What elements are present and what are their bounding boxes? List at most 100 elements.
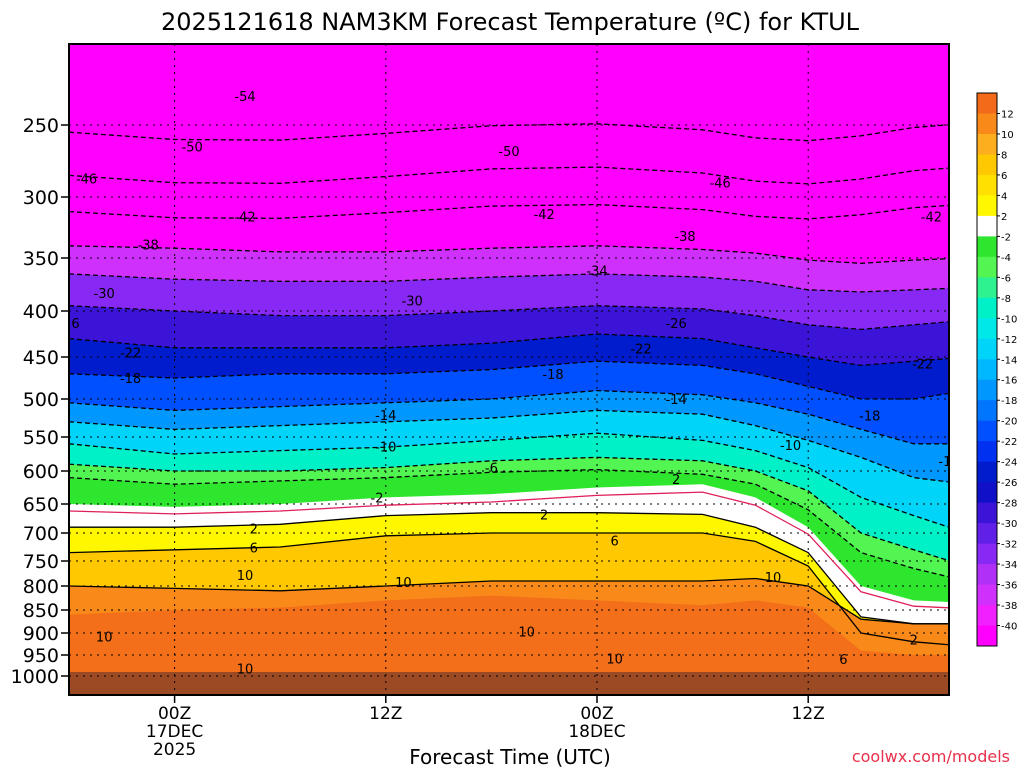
x-tick-label: 2025 [153,740,196,760]
colorbar-swatch [977,154,997,176]
plot-area: -54-50 -50-46 -46-42 -42 -42-38-38-34 -34-30-… [58,44,977,695]
contour-line [69,360,949,400]
colorbar-tick-label: -22 [1001,437,1017,448]
x-tick-label: 12Z [369,704,402,724]
contour-label: 10 [96,631,113,646]
colorbar-swatch [977,133,997,155]
contour-label: -18 [859,410,880,425]
y-tick-label: 350 [23,248,59,270]
contour-label: -22 [630,343,651,358]
y-tick-label: 300 [23,187,59,209]
colorbar-swatch [977,338,997,360]
contour-label: -26 [666,317,687,332]
colorbar-swatch [977,277,997,299]
colorbar-swatch [977,318,997,340]
contour-labels: -54-50 -50-46 -46-42 -42 -42-38-38-34 -34-30-… [58,90,977,678]
y-tick-label: 450 [23,347,59,369]
contour-label: -34 [586,265,607,280]
colorbar-swatch [977,502,997,524]
contour-label: 2 [250,522,258,537]
colorbar-swatch [977,482,997,504]
contour-line [69,577,949,625]
colorbar-swatch [977,113,997,135]
contour-line [69,532,949,646]
colorbar-swatch [977,379,997,401]
x-tick-label: 18DEC [568,722,625,742]
x-tick-label: 12Z [792,704,825,724]
colorbar-tick-label: -38 [1001,601,1017,612]
colorbar-tick-label: -8 [1001,294,1011,305]
contour-label: -50 [182,141,203,156]
contour-label: 6 [610,534,618,549]
colorbar-tick-label: -10 [1001,314,1017,325]
y-axis: 2503003504004505005506006507007508008509… [11,115,69,688]
contour-label: -50 [498,145,519,160]
colorbar-swatch [977,441,997,463]
contour-label: -42 [234,211,255,226]
colorbar-tick-label: -12 [1001,335,1017,346]
contour-line [69,203,949,220]
y-tick-label: 400 [23,301,59,323]
contour-label: -6 [485,462,498,477]
colorbar-tick-label: -18 [1001,396,1017,407]
colorbar-tick-label: 6 [1001,171,1007,182]
contour-line [69,305,949,331]
contour-label: -38 [674,230,695,245]
contour-label: -10 [780,439,801,454]
contour-label: 6 [839,653,847,668]
colorbar-tick-label: -36 [1001,581,1017,592]
contour-label: -10 [375,441,396,456]
y-tick-label: 500 [23,389,59,411]
contour-label: 2 [672,473,680,488]
temperature-band [69,595,949,695]
contour-label: -22 [912,358,933,373]
contour-label: -14 [938,455,959,470]
contour-line [69,512,949,625]
colorbar-tick-label: 12 [1001,109,1014,120]
contour-label: -34 [956,271,977,286]
contour-label: 10 [518,626,535,641]
colorbar-tick-label: 10 [1001,130,1014,141]
colorbar-swatch [977,584,997,606]
colorbar-swatch [977,605,997,627]
contour-label: -46 [710,177,731,192]
colorbar-tick-label: -40 [1001,622,1017,633]
colorbar-tick-label: -16 [1001,376,1017,387]
y-tick-label: 800 [23,576,59,598]
colorbar-tick-label: -20 [1001,417,1017,428]
colorbar-swatch [977,174,997,196]
y-tick-label: 1000 [11,666,59,688]
y-tick-label: 550 [23,427,59,449]
contour-label: -14 [666,393,687,408]
y-tick-label: 900 [23,623,59,645]
contour-label: -42 [534,208,555,223]
contour-label: -54 [234,90,255,105]
contour-label: 10 [606,652,623,667]
contour-label: 10 [237,569,254,584]
colorbar-swatch [977,543,997,565]
contour-label: -2 [371,491,384,506]
x-tick-label: 00Z [158,704,191,724]
colorbar-swatch [977,359,997,381]
contour-label: -26 [58,317,79,332]
colorbar-tick-label: -28 [1001,499,1017,510]
contour-label: 6 [250,542,258,557]
contour-label: -30 [402,294,423,309]
contour-label: -38 [138,239,159,254]
plot-frame [68,43,950,696]
colorbar-swatch [977,523,997,545]
contour-label: -18 [120,372,141,387]
colorbar-tick-label: -2 [1001,232,1011,243]
colorbar-swatch [977,215,997,237]
colorbar-tick-label: -4 [1001,253,1011,264]
colorbar-swatch [977,195,997,217]
colorbar-swatch [977,564,997,586]
contour-label: 2 [910,634,918,649]
colorbar-swatch [977,420,997,442]
contour-label: -22 [120,346,141,361]
colorbar-swatch [977,461,997,483]
contour-line [69,245,949,264]
contour-label: -18 [542,368,563,383]
